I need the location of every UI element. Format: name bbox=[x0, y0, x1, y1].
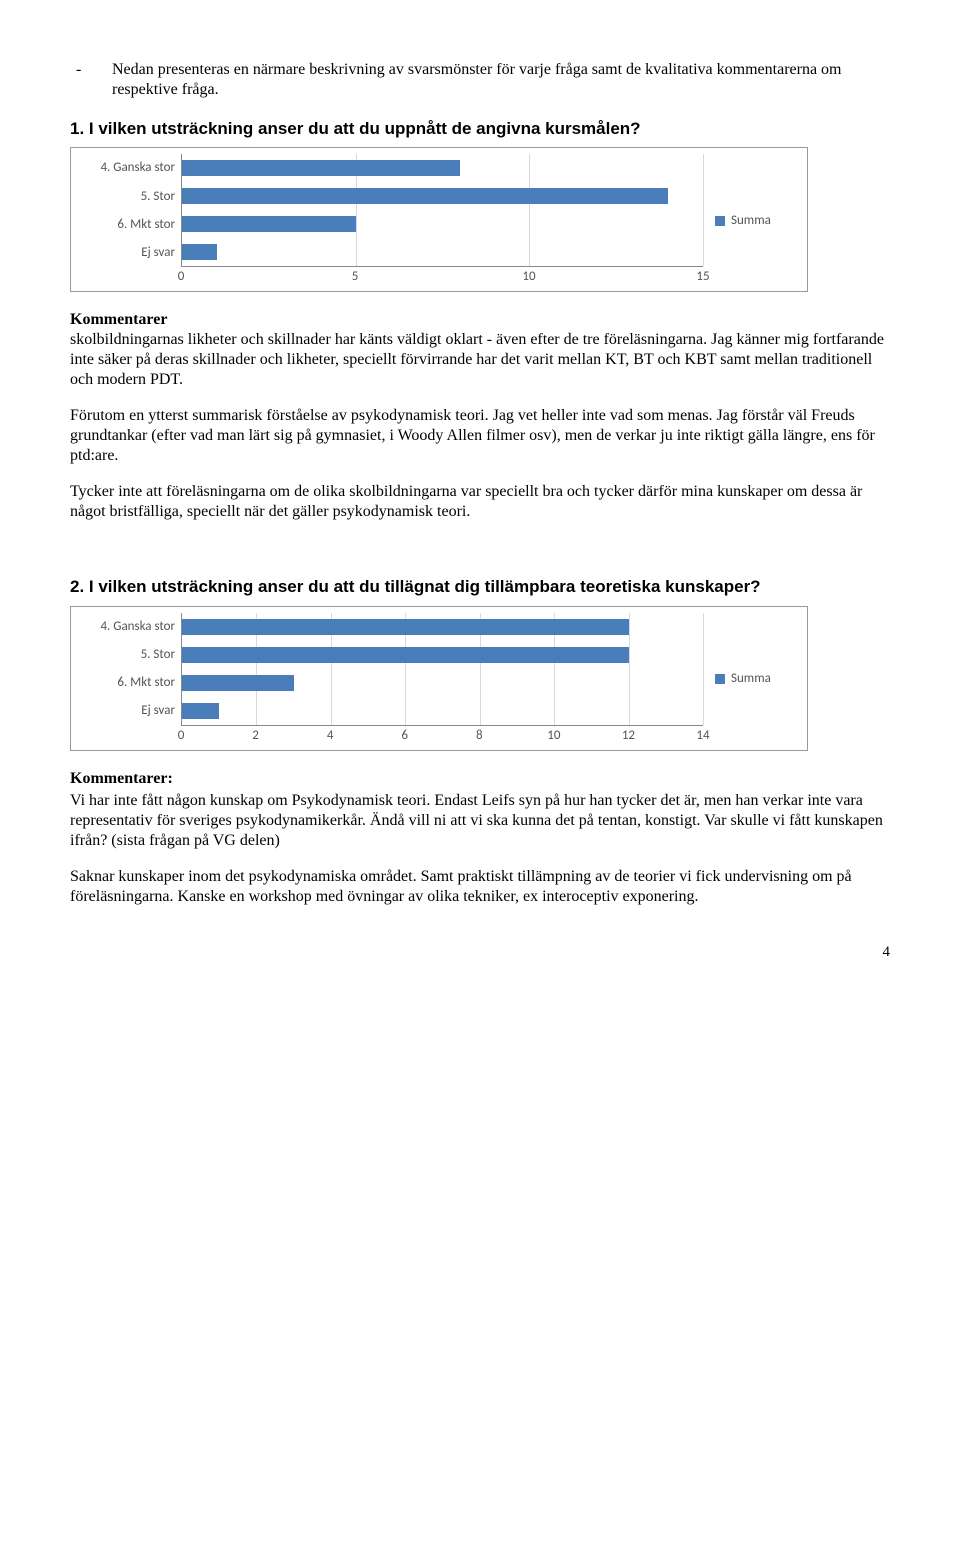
legend-swatch-icon bbox=[715, 216, 725, 226]
chart-1-plot bbox=[181, 154, 703, 267]
chart-xtick: 8 bbox=[476, 728, 483, 744]
legend-label: Summa bbox=[731, 671, 771, 687]
q1-comments: Kommentarerskolbildningarnas likheter oc… bbox=[70, 310, 890, 390]
chart-bar bbox=[182, 216, 356, 232]
legend-label: Summa bbox=[731, 213, 771, 229]
chart-1: 4. Ganska stor5. Stor6. Mkt storEj svar … bbox=[70, 147, 808, 292]
q2-p2: Saknar kunskaper inom det psykodynamiska… bbox=[70, 867, 890, 907]
chart-bar bbox=[182, 647, 629, 663]
bullet-dash: - bbox=[70, 60, 112, 100]
q2-heading: 2. I vilken utsträckning anser du att du… bbox=[70, 576, 890, 597]
chart-xtick: 5 bbox=[352, 269, 359, 285]
chart-ylabel: 4. Ganska stor bbox=[79, 613, 175, 641]
chart-2: 4. Ganska stor5. Stor6. Mkt storEj svar … bbox=[70, 606, 808, 751]
chart-xtick: 4 bbox=[327, 728, 334, 744]
chart-1-legend: Summa bbox=[703, 154, 799, 287]
chart-bar bbox=[182, 619, 629, 635]
page-number: 4 bbox=[70, 943, 890, 962]
intro-text: Nedan presenteras en närmare beskrivning… bbox=[112, 60, 890, 100]
chart-ylabel: 6. Mkt stor bbox=[79, 669, 175, 697]
chart-ylabel: 5. Stor bbox=[79, 183, 175, 211]
chart-ylabel: 5. Stor bbox=[79, 641, 175, 669]
q2-p1: Vi har inte fått någon kunskap om Psykod… bbox=[70, 791, 890, 851]
chart-xtick: 6 bbox=[401, 728, 408, 744]
q1-p1: Kommentarerskolbildningarnas likheter oc… bbox=[70, 310, 890, 390]
chart-xtick: 0 bbox=[178, 728, 185, 744]
chart-xtick: 0 bbox=[178, 269, 185, 285]
chart-xtick: 10 bbox=[522, 269, 535, 285]
chart-xtick: 15 bbox=[696, 269, 709, 285]
chart-ylabel: 6. Mkt stor bbox=[79, 211, 175, 239]
chart-bar bbox=[182, 675, 294, 691]
chart-ylabel: Ej svar bbox=[79, 239, 175, 267]
chart-2-plot bbox=[181, 613, 703, 726]
chart-1-ylabels: 4. Ganska stor5. Stor6. Mkt storEj svar bbox=[79, 154, 181, 267]
chart-xtick: 2 bbox=[252, 728, 259, 744]
chart-1-xaxis: 051015 bbox=[181, 267, 703, 287]
chart-2-xaxis: 02468101214 bbox=[181, 726, 703, 746]
chart-bar bbox=[182, 160, 460, 176]
kommentarer-label-2: Kommentarer: bbox=[70, 769, 890, 789]
q1-p2: Förutom en ytterst summarisk förståelse … bbox=[70, 406, 890, 466]
chart-ylabel: Ej svar bbox=[79, 697, 175, 725]
legend-swatch-icon bbox=[715, 674, 725, 684]
chart-xtick: 12 bbox=[622, 728, 635, 744]
chart-bar bbox=[182, 244, 217, 260]
chart-bar bbox=[182, 188, 668, 204]
q1-heading: 1. I vilken utsträckning anser du att du… bbox=[70, 118, 890, 139]
q1-p3: Tycker inte att föreläsningarna om de ol… bbox=[70, 482, 890, 522]
chart-xtick: 10 bbox=[547, 728, 560, 744]
intro-bullet: - Nedan presenteras en närmare beskrivni… bbox=[70, 60, 890, 100]
chart-bar bbox=[182, 703, 219, 719]
chart-ylabel: 4. Ganska stor bbox=[79, 154, 175, 182]
chart-2-legend: Summa bbox=[703, 613, 799, 746]
chart-2-ylabels: 4. Ganska stor5. Stor6. Mkt storEj svar bbox=[79, 613, 181, 726]
chart-xtick: 14 bbox=[696, 728, 709, 744]
